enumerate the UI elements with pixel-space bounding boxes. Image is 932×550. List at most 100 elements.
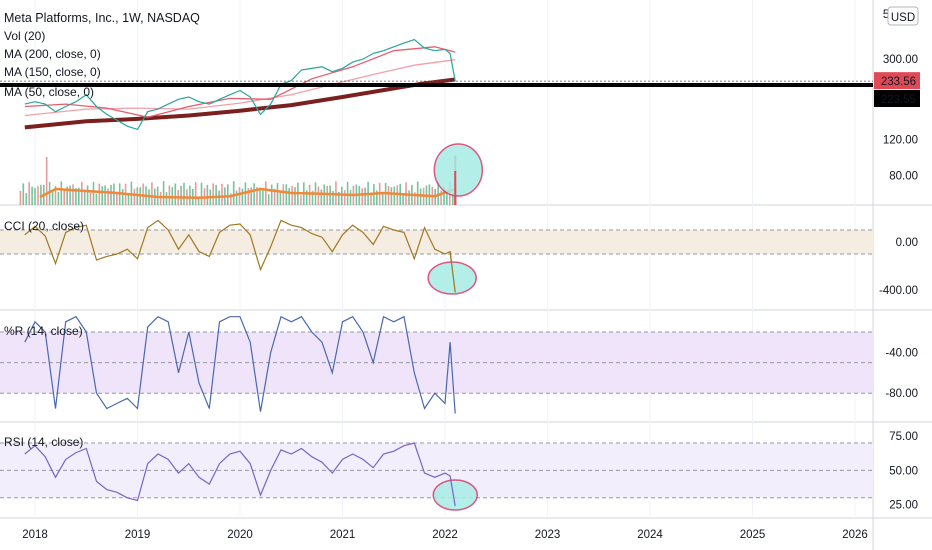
volume-bar-22 [83,190,86,205]
volume-bar-71 [227,184,229,205]
legend-volume[interactable]: Vol (20) [4,29,46,43]
volume-bar-94 [294,187,296,205]
volume-bar-35 [121,189,124,205]
volume-bar-88 [276,183,279,205]
time-axis-tick-2019: 2019 [125,529,151,541]
level-price-label: 223.55 [881,94,916,106]
rsi-line [24,442,456,507]
volume-bar-67 [215,184,217,205]
volume-bar-102 [317,186,320,205]
volume-bar-4 [31,186,33,205]
volume-bar-89 [279,192,282,205]
last-price-badge [874,72,920,90]
volume-bar-17 [69,185,71,205]
volume-bar-83 [262,189,264,205]
volume-bar-39 [133,188,136,205]
rsi-axis-tick-0: 75.00 [889,431,918,443]
currency-badge [887,6,919,26]
legend-cci[interactable]: CCI (20, close) [4,219,85,233]
legend-rsi[interactable]: RSI (14, close) [4,435,84,449]
chart-title: Meta Platforms, Inc., 1W, NASDAQ [4,11,200,25]
volume-ma-line [39,187,456,200]
volume-bar-103 [320,189,323,205]
volume-bar-98 [305,190,308,205]
legend-ma150[interactable]: MA (150, close, 0) [4,65,101,79]
rsi-highlight-circle [432,479,478,511]
volume-bar-136 [416,181,419,205]
volume-bar-79 [250,187,252,205]
volume-bar-122 [376,190,378,205]
volume-bar-110 [341,186,343,205]
williams-axis-tick-1: -80.00 [885,388,918,400]
volume-bar-12 [54,185,57,205]
volume-bar-62 [200,182,203,205]
volume-bar-135 [414,192,416,205]
ma50-line [24,46,456,118]
volume-bar-78 [247,188,250,205]
volume-bar-1 [22,183,25,205]
volume-bar-66 [212,183,214,205]
volume-bar-99 [308,184,311,205]
volume-bar-48 [159,191,162,205]
cci-highlight-circle [427,261,477,295]
legend-ma50[interactable]: MA (50, close, 0) [4,85,95,99]
volume-bar-118 [364,187,366,205]
volume-highlight-circle [433,143,484,197]
volume-bar-75 [238,187,241,205]
volume-bar-113 [349,190,352,205]
volume-bar-87 [273,188,276,205]
volume-bar-30 [107,188,109,205]
volume-bar-14 [60,181,63,205]
volume-bar-84 [265,181,267,205]
volume-bar-129 [396,185,399,205]
volume-bar-96 [300,195,302,205]
volume-bar-100 [311,190,314,205]
volume-bar-146 [446,191,448,205]
volume-bar-21 [81,181,83,205]
price-axis-tick-4: 80.00 [889,170,918,182]
time-axis-tick-2021: 2021 [330,529,356,541]
volume-bar-93 [291,185,293,205]
rsi-axis-tick-2: 25.00 [889,500,918,512]
volume-bar-19 [75,188,77,205]
volume-bar-107 [332,191,334,205]
volume-bar-32 [113,183,115,205]
volume-bar-37 [127,194,130,205]
price-axis-tick-1: 300.00 [883,54,918,66]
time-axis-tick-2022: 2022 [432,529,458,541]
volume-bar-23 [86,185,89,205]
volume-bar-20 [78,187,80,205]
volume-bar-15 [63,189,65,205]
currency-label: USD [891,12,915,24]
volume-bar-80 [253,183,255,205]
cci-line-tail [449,251,456,293]
volume-bar-82 [259,187,261,205]
volume-bar-7 [40,184,42,205]
volume-bar-91 [285,184,288,205]
volume-bar-3 [28,182,30,205]
time-axis-tick-2024: 2024 [637,529,663,541]
legend-ma200[interactable]: MA (200, close, 0) [4,47,101,61]
volume-bar-124 [381,193,384,205]
volume-bar-148 [452,192,454,205]
legend-williams-r[interactable]: %R (14, close) [4,324,83,338]
volume-bar-60 [194,182,197,205]
volume-bar-45 [151,182,153,205]
volume-bar-13 [57,192,60,205]
volume-bar-64 [206,184,209,205]
volume-bar-112 [346,181,349,205]
volume-bar-137 [419,188,422,205]
rsi-axis-tick-1: 50.00 [889,465,918,477]
volume-bar-26 [95,193,98,205]
price-axis-tick-3: 120.00 [883,135,918,147]
volume-bar-2 [25,193,28,205]
volume-bar-last-overlay [454,171,457,205]
volume-bar-133 [408,190,410,205]
volume-bar-49 [162,181,165,205]
volume-bar-81 [256,187,258,205]
volume-bar-58 [189,185,191,205]
volume-bar-90 [282,184,285,205]
volume-bar-5 [34,187,36,205]
